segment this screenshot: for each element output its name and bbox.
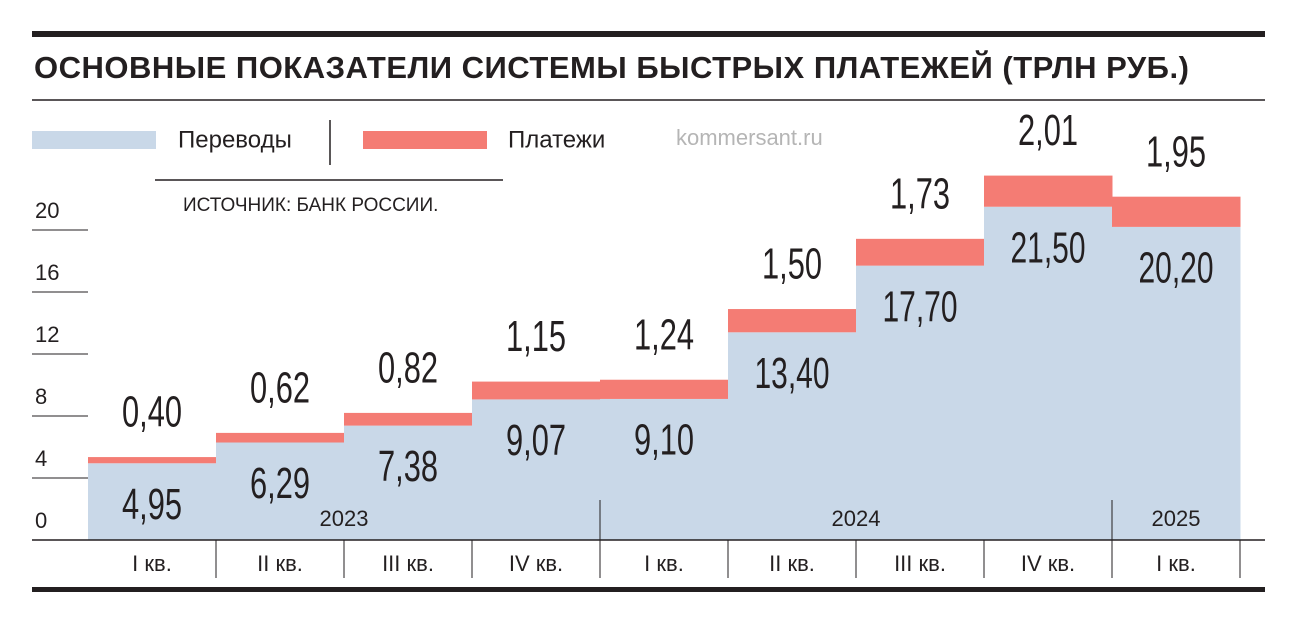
bar-segment (856, 265, 985, 540)
x-tick-label: IV кв. (509, 551, 563, 576)
bar-segment (344, 425, 473, 540)
x-tick-label: II кв. (257, 551, 303, 576)
value-label: 0,40 (122, 388, 182, 437)
bar-segment (984, 206, 1113, 540)
bar-segment (984, 175, 1113, 207)
x-tick-label: III кв. (382, 551, 434, 576)
y-tick-label: 16 (35, 260, 59, 285)
legend-swatch (363, 131, 487, 149)
value-label: 1,50 (762, 240, 822, 289)
year-label: 2023 (320, 506, 369, 531)
year-label: 2025 (1152, 506, 1201, 531)
bar-segment (88, 457, 217, 464)
value-label: 1,73 (890, 169, 950, 218)
value-label: 9,10 (634, 416, 694, 465)
top-rule (32, 31, 1265, 37)
value-label: 17,70 (883, 282, 958, 331)
value-label: 1,15 (506, 312, 566, 361)
legend-swatch (32, 131, 156, 149)
x-tick-label: I кв. (1156, 551, 1196, 576)
value-label: 20,20 (1139, 244, 1214, 293)
bar-segment (600, 379, 729, 399)
legend-label: Переводы (178, 126, 292, 153)
x-tick-label: I кв. (644, 551, 684, 576)
y-tick-label: 4 (35, 446, 47, 471)
watermark: kommersant.ru (676, 125, 823, 150)
value-label: 1,95 (1146, 127, 1206, 176)
legend-label: Платежи (508, 126, 605, 153)
chart-title: ОСНОВНЫЕ ПОКАЗАТЕЛИ СИСТЕМЫ БЫСТРЫХ ПЛАТ… (34, 49, 1189, 85)
y-tick-label: 12 (35, 322, 59, 347)
year-label: 2024 (832, 506, 881, 531)
bar-segment (472, 381, 601, 400)
value-label: 2,01 (1018, 106, 1078, 155)
y-tick-label: 20 (35, 198, 59, 223)
value-label: 21,50 (1011, 223, 1086, 272)
bar-segment (88, 463, 217, 540)
value-label: 4,95 (122, 480, 182, 529)
x-tick-label: II кв. (769, 551, 815, 576)
x-tick-label: III кв. (894, 551, 946, 576)
bar-segment (472, 399, 601, 540)
value-label: 1,24 (634, 310, 694, 359)
y-tick-label: 8 (35, 384, 47, 409)
source: ИСТОЧНИК: БАНК РОССИИ. (183, 195, 438, 216)
value-label: 0,62 (250, 364, 310, 413)
bar-segment (856, 238, 985, 266)
value-label: 6,29 (250, 459, 310, 508)
x-tick-label: IV кв. (1021, 551, 1075, 576)
bar-segment (1112, 196, 1241, 227)
bar-segment (1112, 226, 1241, 540)
x-tick-label: I кв. (132, 551, 172, 576)
bar-segment (600, 398, 729, 540)
bar-segment (216, 442, 345, 540)
bottom-rule (32, 587, 1265, 592)
value-label: 0,82 (378, 344, 438, 393)
value-label: 7,38 (378, 442, 438, 491)
bar-segment (728, 309, 857, 333)
bar-segment (728, 332, 857, 540)
value-label: 9,07 (506, 416, 566, 465)
value-label: 13,40 (755, 349, 830, 398)
y-tick-label: 0 (35, 508, 47, 533)
bar-segment (344, 412, 473, 426)
bar-segment (216, 432, 345, 443)
